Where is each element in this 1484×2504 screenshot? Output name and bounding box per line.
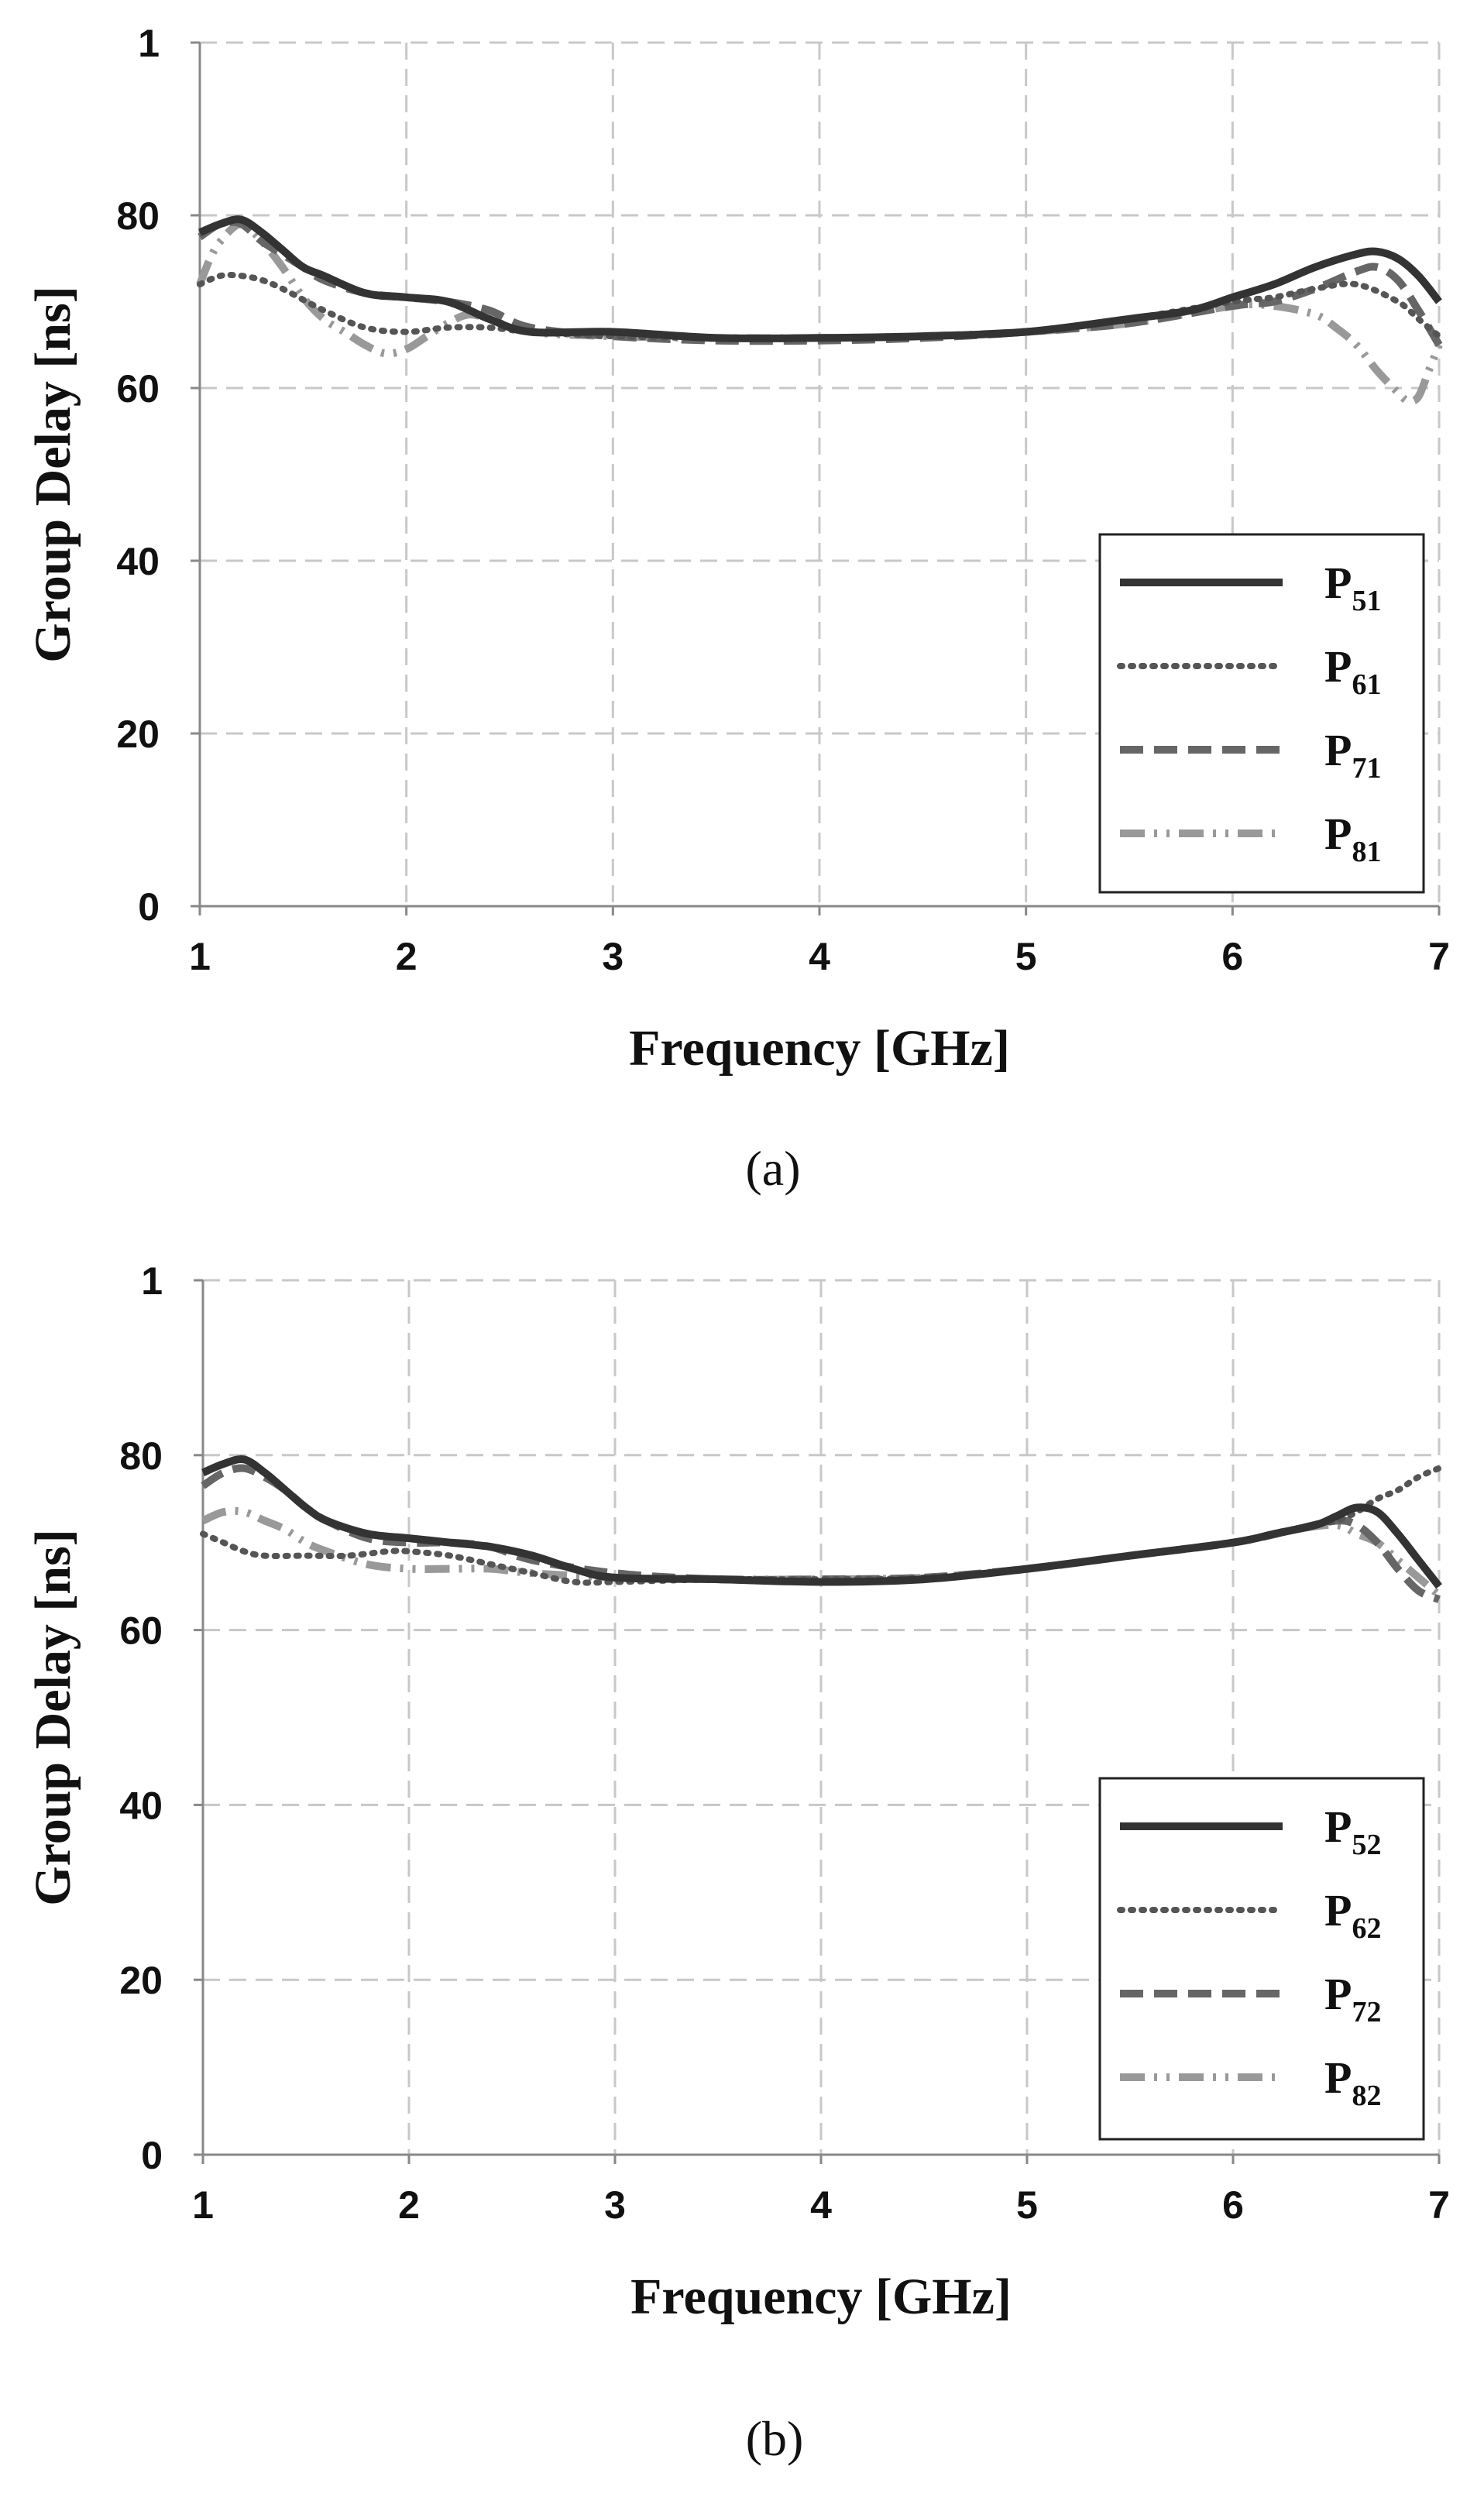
y-tick-label: 40 bbox=[116, 540, 160, 583]
legend-label-subscript: 62 bbox=[1352, 1912, 1381, 1945]
y-axis-title: Group Delay [ns] bbox=[25, 1529, 81, 1906]
legend-label-p61: P61 bbox=[1324, 641, 1381, 701]
legend-label-subscript: 81 bbox=[1352, 836, 1381, 868]
legend-label-name: P bbox=[1324, 641, 1352, 692]
y-tick-label: 80 bbox=[116, 194, 160, 238]
legend-label-name: P bbox=[1324, 1969, 1352, 2019]
x-tick-label: 1 bbox=[192, 2183, 214, 2227]
x-tick-label: 7 bbox=[1428, 935, 1450, 978]
legend-label-p72: P72 bbox=[1324, 1969, 1381, 2028]
x-tick-label: 7 bbox=[1428, 2183, 1450, 2227]
legend-label-subscript: 52 bbox=[1352, 1829, 1381, 1861]
legend-label-subscript: 71 bbox=[1352, 752, 1381, 785]
legend-label-subscript: 82 bbox=[1352, 2080, 1381, 2112]
legend-label-p81: P81 bbox=[1324, 809, 1381, 868]
x-tick-label: 2 bbox=[396, 935, 417, 978]
legend-label-p52: P52 bbox=[1324, 1802, 1381, 1861]
series-line-p52 bbox=[201, 1455, 1442, 1589]
y-tick-label: 0 bbox=[141, 2134, 163, 2177]
y-tick-label: 20 bbox=[116, 713, 160, 756]
panel-label: (b) bbox=[746, 2411, 804, 2466]
chart-panel-b: 1 2 3 4 5 6 7 0 20 40 60 80 1 Frequency [GHz] Group De… bbox=[25, 1259, 1450, 2466]
y-tick-label: 0 bbox=[138, 885, 160, 929]
legend-label-name: P bbox=[1324, 809, 1352, 859]
x-tick-label: 4 bbox=[809, 935, 830, 978]
x-tick-label: 3 bbox=[604, 2183, 626, 2227]
y-tick-label: 40 bbox=[119, 1784, 163, 1827]
legend-label-p71: P71 bbox=[1324, 725, 1381, 785]
legend-label-p51: P51 bbox=[1324, 558, 1381, 617]
series-line-p62 bbox=[200, 1465, 1442, 1586]
panel-label: (a) bbox=[745, 1141, 800, 1196]
legend-label-name: P bbox=[1324, 558, 1352, 608]
y-tick-label: 60 bbox=[119, 1609, 163, 1653]
legend-label-name: P bbox=[1324, 1802, 1352, 1852]
x-tick-label: 1 bbox=[189, 935, 211, 978]
y-axis-title: Group Delay [ns] bbox=[25, 286, 81, 663]
y-tick-label: 80 bbox=[119, 1434, 163, 1478]
legend-label-p82: P82 bbox=[1324, 2052, 1381, 2112]
x-tick-label: 4 bbox=[810, 2183, 832, 2227]
x-tick-label: 5 bbox=[1015, 935, 1037, 978]
x-tick-label: 6 bbox=[1221, 935, 1243, 978]
legend-label-name: P bbox=[1324, 1885, 1352, 1936]
legend-label-subscript: 72 bbox=[1352, 1996, 1381, 2028]
y-tick-label: 60 bbox=[116, 367, 160, 410]
x-tick-label: 6 bbox=[1222, 2183, 1244, 2227]
x-axis-title: Frequency [GHz] bbox=[629, 1020, 1010, 1077]
legend-label-name: P bbox=[1324, 725, 1352, 775]
legend-label-subscript: 51 bbox=[1352, 585, 1381, 617]
chart-panel-a: 1 2 3 4 5 6 7 0 20 40 60 80 1 Frequency [GHz] Group De… bbox=[25, 22, 1450, 1196]
legend-label-p62: P62 bbox=[1324, 1885, 1381, 1945]
x-tick-label: 2 bbox=[398, 2183, 420, 2227]
legend-label-subscript: 61 bbox=[1352, 668, 1381, 701]
y-tick-label: 20 bbox=[119, 1959, 163, 2002]
x-axis-title: Frequency [GHz] bbox=[630, 2269, 1012, 2325]
series-line-p51 bbox=[198, 215, 1442, 342]
legend-label-name: P bbox=[1324, 2052, 1352, 2103]
x-tick-label: 5 bbox=[1016, 2183, 1038, 2227]
y-tick-label: 1 bbox=[138, 22, 160, 65]
y-tick-label: 1 bbox=[141, 1259, 163, 1303]
x-tick-label: 3 bbox=[602, 935, 623, 978]
